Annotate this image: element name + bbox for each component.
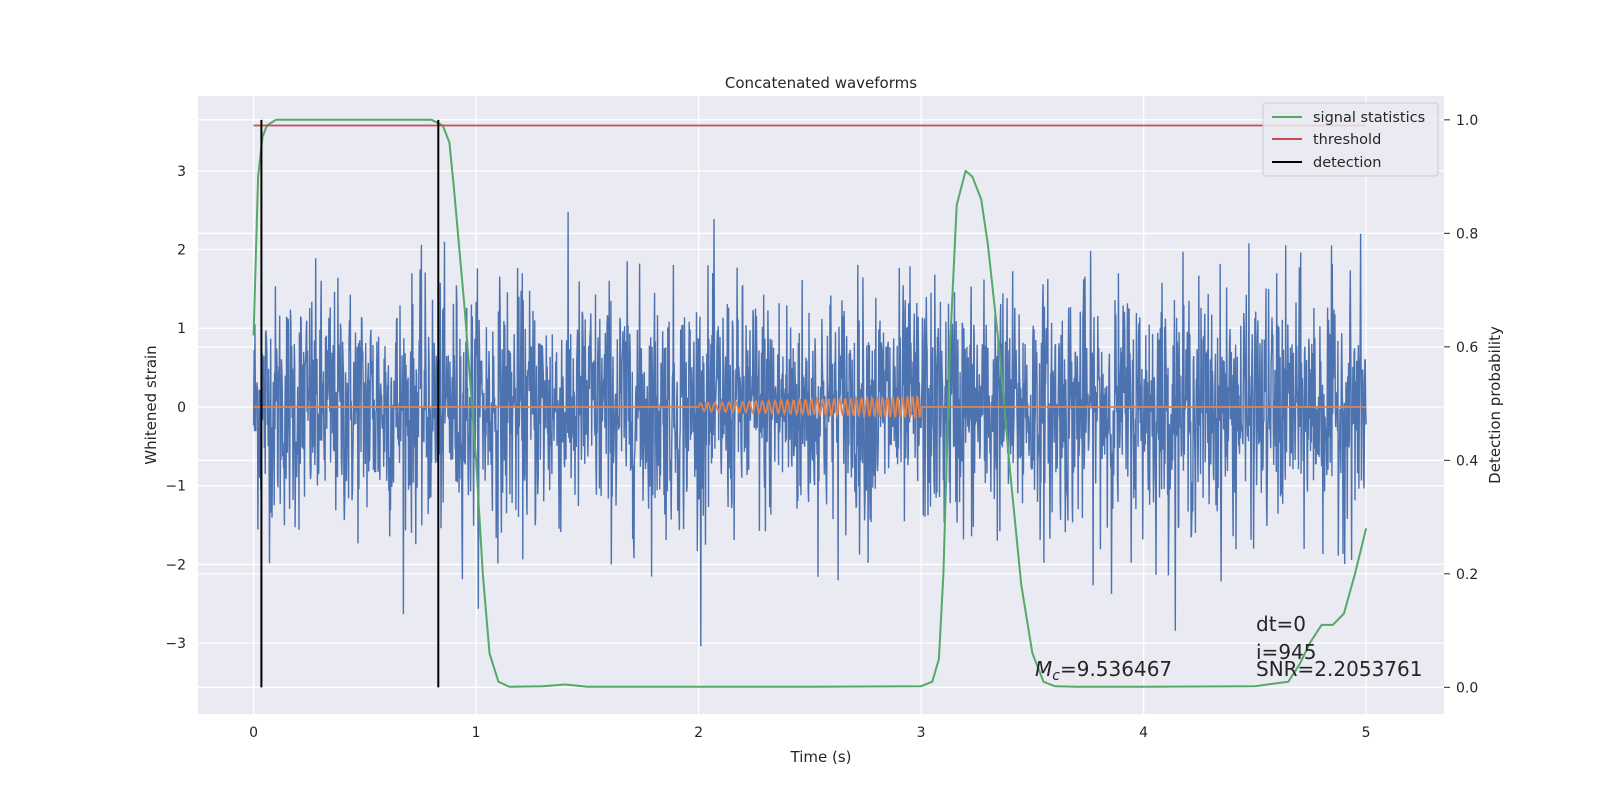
y-left-tick-label: −1 <box>165 479 186 495</box>
y-right-tick-label: 0.6 <box>1456 340 1478 356</box>
y-left-tick-label: 0 <box>177 400 186 416</box>
mc-value: =9.536467 <box>1060 657 1172 681</box>
y-left-tick-label: 2 <box>177 243 186 259</box>
y-left-tick-label: 3 <box>177 164 186 180</box>
legend: signal statistics threshold detection <box>1262 102 1439 177</box>
y-axis-right-label: Detection probability <box>1486 326 1504 484</box>
snr-annotation: SNR=2.2053761 <box>1256 657 1422 681</box>
x-tick-label: 0 <box>249 725 258 741</box>
x-tick-label: 3 <box>917 725 926 741</box>
series-signal-statistics <box>252 118 1368 688</box>
y-right-tick-label: 0.8 <box>1456 226 1478 242</box>
axes: 0 1 2 3 4 5 −3 −2 −1 0 1 2 3 0.0 0.2 0.4 0.6 0.8 1.0 <box>165 113 1478 741</box>
y-right-tick-label: 1.0 <box>1456 113 1478 129</box>
y-right-tick-label: 0.2 <box>1456 567 1478 583</box>
dt-annotation: dt=0 <box>1256 612 1306 636</box>
y-right-tick-label: 0.4 <box>1456 453 1478 469</box>
y-left-tick-label: −2 <box>165 557 186 573</box>
series-layer <box>252 118 1368 688</box>
legend-label-detection: detection <box>1313 155 1381 171</box>
y-left-tick-label: 1 <box>177 321 186 337</box>
mc-annotation: Mc=9.536467 <box>1035 657 1172 684</box>
legend-box <box>1262 102 1439 177</box>
x-tick-label: 4 <box>1139 725 1148 741</box>
y-left-tick-label: −3 <box>165 636 186 652</box>
legend-label-threshold: threshold <box>1313 132 1381 148</box>
x-tick-label: 5 <box>1362 725 1371 741</box>
mc-subscript: c <box>1052 668 1060 684</box>
y-axis-left-label: Whitened strain <box>142 345 160 464</box>
x-tick-label: 2 <box>694 725 703 741</box>
x-tick-label: 1 <box>472 725 481 741</box>
i-annotation: i=945 <box>1256 640 1317 664</box>
y-right-tick-label: 0.0 <box>1456 680 1478 696</box>
legend-label-signal-statistics: signal statistics <box>1313 110 1425 126</box>
chart-title: Concatenated waveforms <box>725 74 917 92</box>
mc-symbol: M <box>1035 657 1052 681</box>
x-axis-label: Time (s) <box>790 748 852 766</box>
